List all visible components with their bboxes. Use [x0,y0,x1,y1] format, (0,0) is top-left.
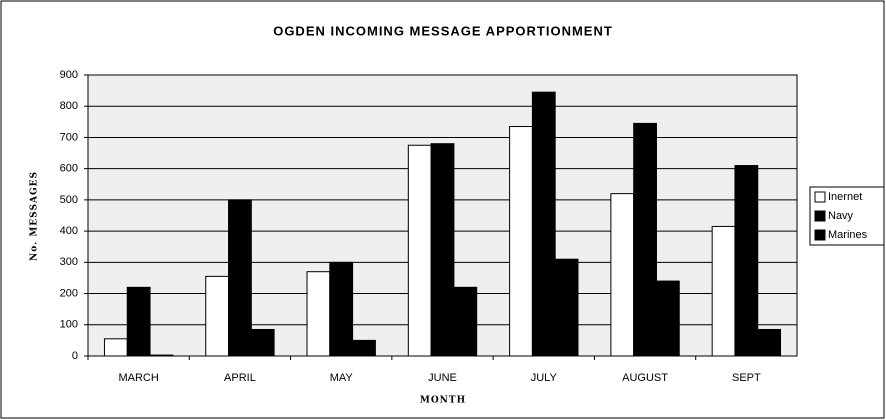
bar [407,144,432,357]
bar [633,122,657,357]
bar [149,354,174,357]
bar [329,261,354,357]
y-tick-label: 700 [60,131,78,143]
legend-swatch [814,210,826,222]
legend-swatch [814,229,826,241]
y-tick-label: 200 [60,287,78,299]
x-tick-label: AUGUST [622,372,668,384]
y-tick-label: 800 [60,100,78,112]
legend-label: Marines [828,229,868,241]
bar [610,193,635,357]
y-tick-label: 900 [60,69,78,81]
bar [453,286,478,357]
bar [430,143,455,357]
bar [711,225,736,357]
x-tick-label: JUNE [428,372,457,384]
bar [757,328,782,357]
x-tick-label: MARCH [118,372,158,384]
y-axis-label: No. MESSAGES [30,171,40,261]
x-tick-label: APRIL [224,372,256,384]
bar [509,126,533,357]
bar [228,199,252,357]
bar [306,271,331,357]
bar [205,275,230,357]
legend-label: Navy [828,210,854,222]
x-tick-label: JULY [531,372,558,384]
x-axis-label: MONTH [420,396,466,406]
y-tick-label: 300 [60,256,78,268]
bar [352,339,376,357]
y-tick-label: 0 [72,350,78,362]
chart-title: OGDEN INCOMING MESSAGE APPORTIONMENT [273,23,613,38]
legend-swatch [814,191,826,203]
y-tick-label: 500 [60,194,78,206]
bar [126,286,151,357]
y-tick-label: 400 [60,225,78,237]
x-tick-label: SEPT [732,372,761,384]
bar [734,165,759,357]
legend-label: Inernet [828,191,862,203]
bar [250,328,275,357]
x-tick-label: MAY [330,372,354,384]
bar [103,338,128,357]
bar [554,258,579,357]
bar [655,280,680,357]
bar [531,91,556,357]
y-tick-label: 100 [60,319,78,331]
y-tick-label: 600 [60,163,78,175]
